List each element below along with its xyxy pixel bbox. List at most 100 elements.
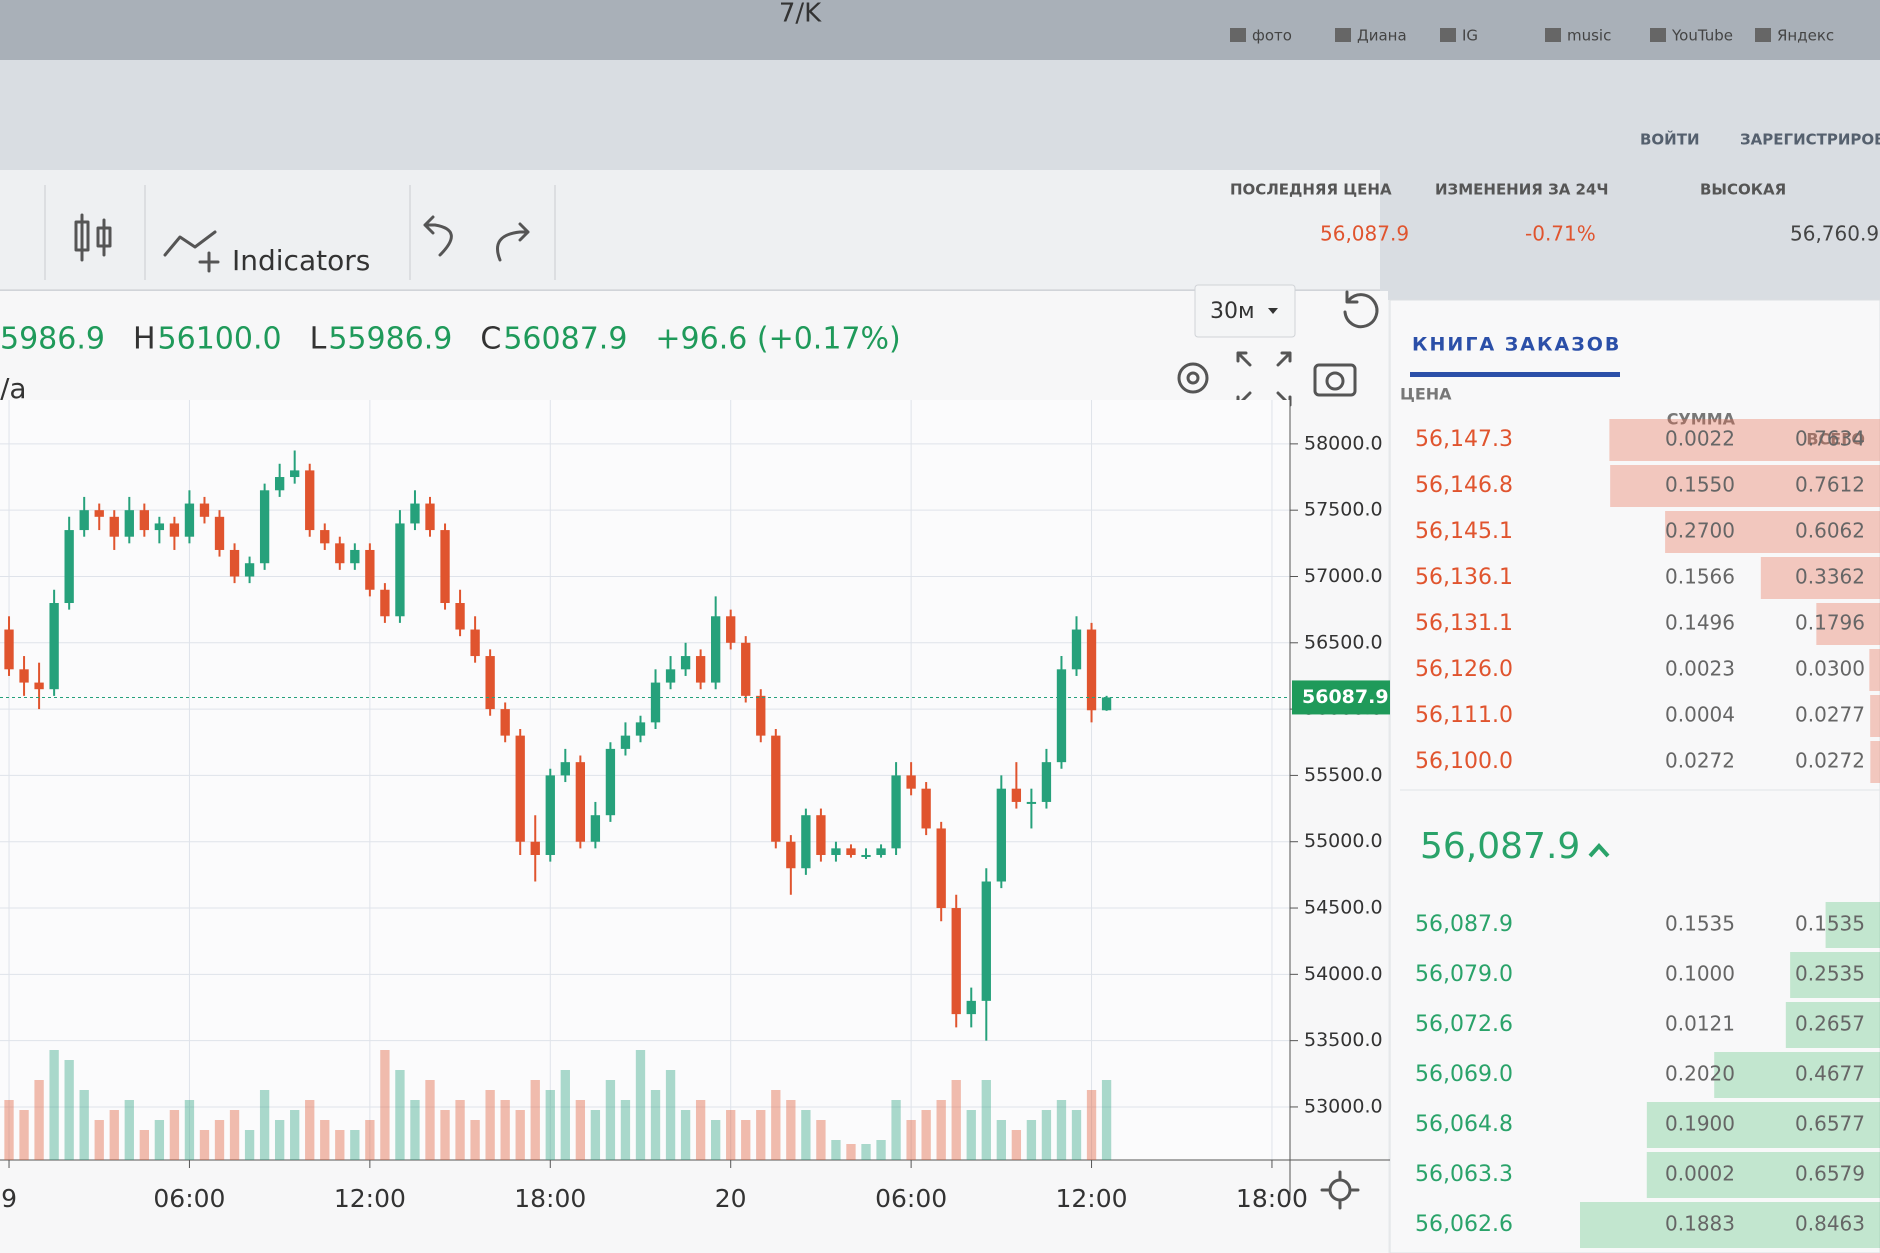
volume-bar <box>154 1120 165 1160</box>
volume-bar <box>395 1070 405 1160</box>
order-amount: 0.1566 <box>1665 565 1735 589</box>
legend-key: L <box>310 322 327 357</box>
depth-bar <box>1869 649 1880 691</box>
y-tick-label: 57000.0 <box>1304 565 1383 587</box>
bookmark: Диана <box>1357 27 1407 45</box>
candle-body <box>34 682 44 690</box>
volume-bar <box>996 1120 1006 1160</box>
bookmark-icon <box>1440 28 1456 42</box>
candle-body <box>650 682 661 723</box>
settings[interactable] <box>1177 362 1209 394</box>
candle-body <box>500 709 510 736</box>
volume-bar <box>711 1120 721 1160</box>
order-total: 0.6579 <box>1795 1162 1865 1186</box>
candle-body <box>109 516 119 537</box>
order-total: 0.3362 <box>1795 565 1865 589</box>
order-amount: 0.1535 <box>1665 912 1735 936</box>
volume-bar <box>365 1120 375 1160</box>
candle-body <box>425 503 435 531</box>
interval-label: 30м <box>1210 299 1255 324</box>
x-tick-label: 20 <box>715 1184 747 1213</box>
volume-bar <box>244 1130 255 1160</box>
volume-bar <box>4 1100 14 1160</box>
order-price: 56,126.0 <box>1415 657 1513 682</box>
last-price-tag <box>1292 680 1390 715</box>
volume-bar <box>650 1090 661 1160</box>
volume-bar <box>169 1110 180 1160</box>
depth-bar <box>1816 603 1880 645</box>
depth-bar <box>1646 1102 1880 1148</box>
bookmark: фото <box>1252 27 1292 45</box>
order-amount: 0.0121 <box>1665 1012 1735 1036</box>
depth-bar <box>1580 1202 1880 1248</box>
login-link: ВОЙТИ <box>1640 130 1700 149</box>
undo[interactable] <box>423 215 453 257</box>
candle-body <box>921 788 931 829</box>
candle-body <box>966 1000 976 1015</box>
x-tick-label: 12:00 <box>334 1184 406 1213</box>
candle-body <box>244 563 255 577</box>
bookmark-icon <box>1545 28 1561 42</box>
interval-button[interactable] <box>1194 284 1296 338</box>
order-price: 56,100.0 <box>1415 749 1513 774</box>
volume-bar <box>380 1050 390 1160</box>
volume-bar <box>1086 1090 1097 1160</box>
candle-body <box>274 477 285 491</box>
volume-bar <box>771 1090 781 1160</box>
order-price: 56,069.0 <box>1415 1062 1513 1087</box>
candle-body <box>4 629 14 670</box>
volume-bar <box>665 1070 676 1160</box>
order-price: 56,147.3 <box>1415 427 1513 452</box>
volume-bar <box>876 1140 886 1160</box>
volume-bar <box>816 1120 826 1160</box>
volume-bar <box>846 1144 856 1160</box>
order-amount: 0.1550 <box>1665 473 1735 497</box>
order-book-col: ВСЕГО <box>1806 430 1865 449</box>
order-book-title: КНИГА ЗАКАЗОВ <box>1412 334 1621 356</box>
indicators-icon[interactable] <box>163 230 220 273</box>
bookmark-icon <box>1755 28 1771 42</box>
stat-label: ИЗМЕНЕНИЯ ЗА 24Ч <box>1435 181 1609 199</box>
volume-bar <box>290 1110 300 1160</box>
candle-body <box>154 523 165 531</box>
order-total: 0.6577 <box>1795 1112 1865 1136</box>
volume-bar <box>184 1100 195 1160</box>
order-book-col: СУММА <box>1667 410 1736 429</box>
candle-body <box>19 669 29 683</box>
volume-bar <box>259 1090 270 1160</box>
axis-settings[interactable] <box>1320 1170 1360 1210</box>
candle-body <box>891 775 901 849</box>
order-price: 56,072.6 <box>1415 1012 1513 1037</box>
volume-bar <box>320 1120 330 1160</box>
candle-body <box>470 629 480 657</box>
stat-value: -0.71% <box>1525 222 1596 246</box>
order-price: 56,145.1 <box>1415 519 1513 544</box>
candle-body <box>605 748 616 816</box>
order-amount: 0.0002 <box>1665 1162 1735 1186</box>
order-amount: 0.0272 <box>1665 749 1735 773</box>
x-tick-label: 12:00 <box>1056 1184 1128 1213</box>
volume-bar <box>199 1130 210 1160</box>
volume-bar <box>981 1080 991 1160</box>
candle-body <box>350 549 360 564</box>
depth-bar <box>1610 465 1880 507</box>
indicators-button: Indicators <box>232 244 370 277</box>
candle-body <box>680 656 691 670</box>
candle-body <box>756 695 766 736</box>
legend-value: 55986.9 <box>328 322 452 357</box>
candle-body <box>64 530 74 604</box>
volume-bar <box>906 1120 916 1160</box>
order-total: 0.1796 <box>1795 611 1865 635</box>
volume-bar <box>1026 1120 1037 1160</box>
depth-bar <box>1870 741 1880 783</box>
depth-bar <box>1609 419 1880 461</box>
candle-body <box>1041 762 1052 802</box>
volume-bar <box>350 1130 360 1160</box>
redo[interactable] <box>496 222 530 262</box>
candle-body <box>380 589 390 617</box>
snapshot[interactable] <box>1313 363 1357 397</box>
refresh[interactable] <box>1343 290 1379 329</box>
candle-icon[interactable] <box>74 213 112 262</box>
candle-body <box>635 722 646 736</box>
volume-bar <box>274 1120 285 1160</box>
